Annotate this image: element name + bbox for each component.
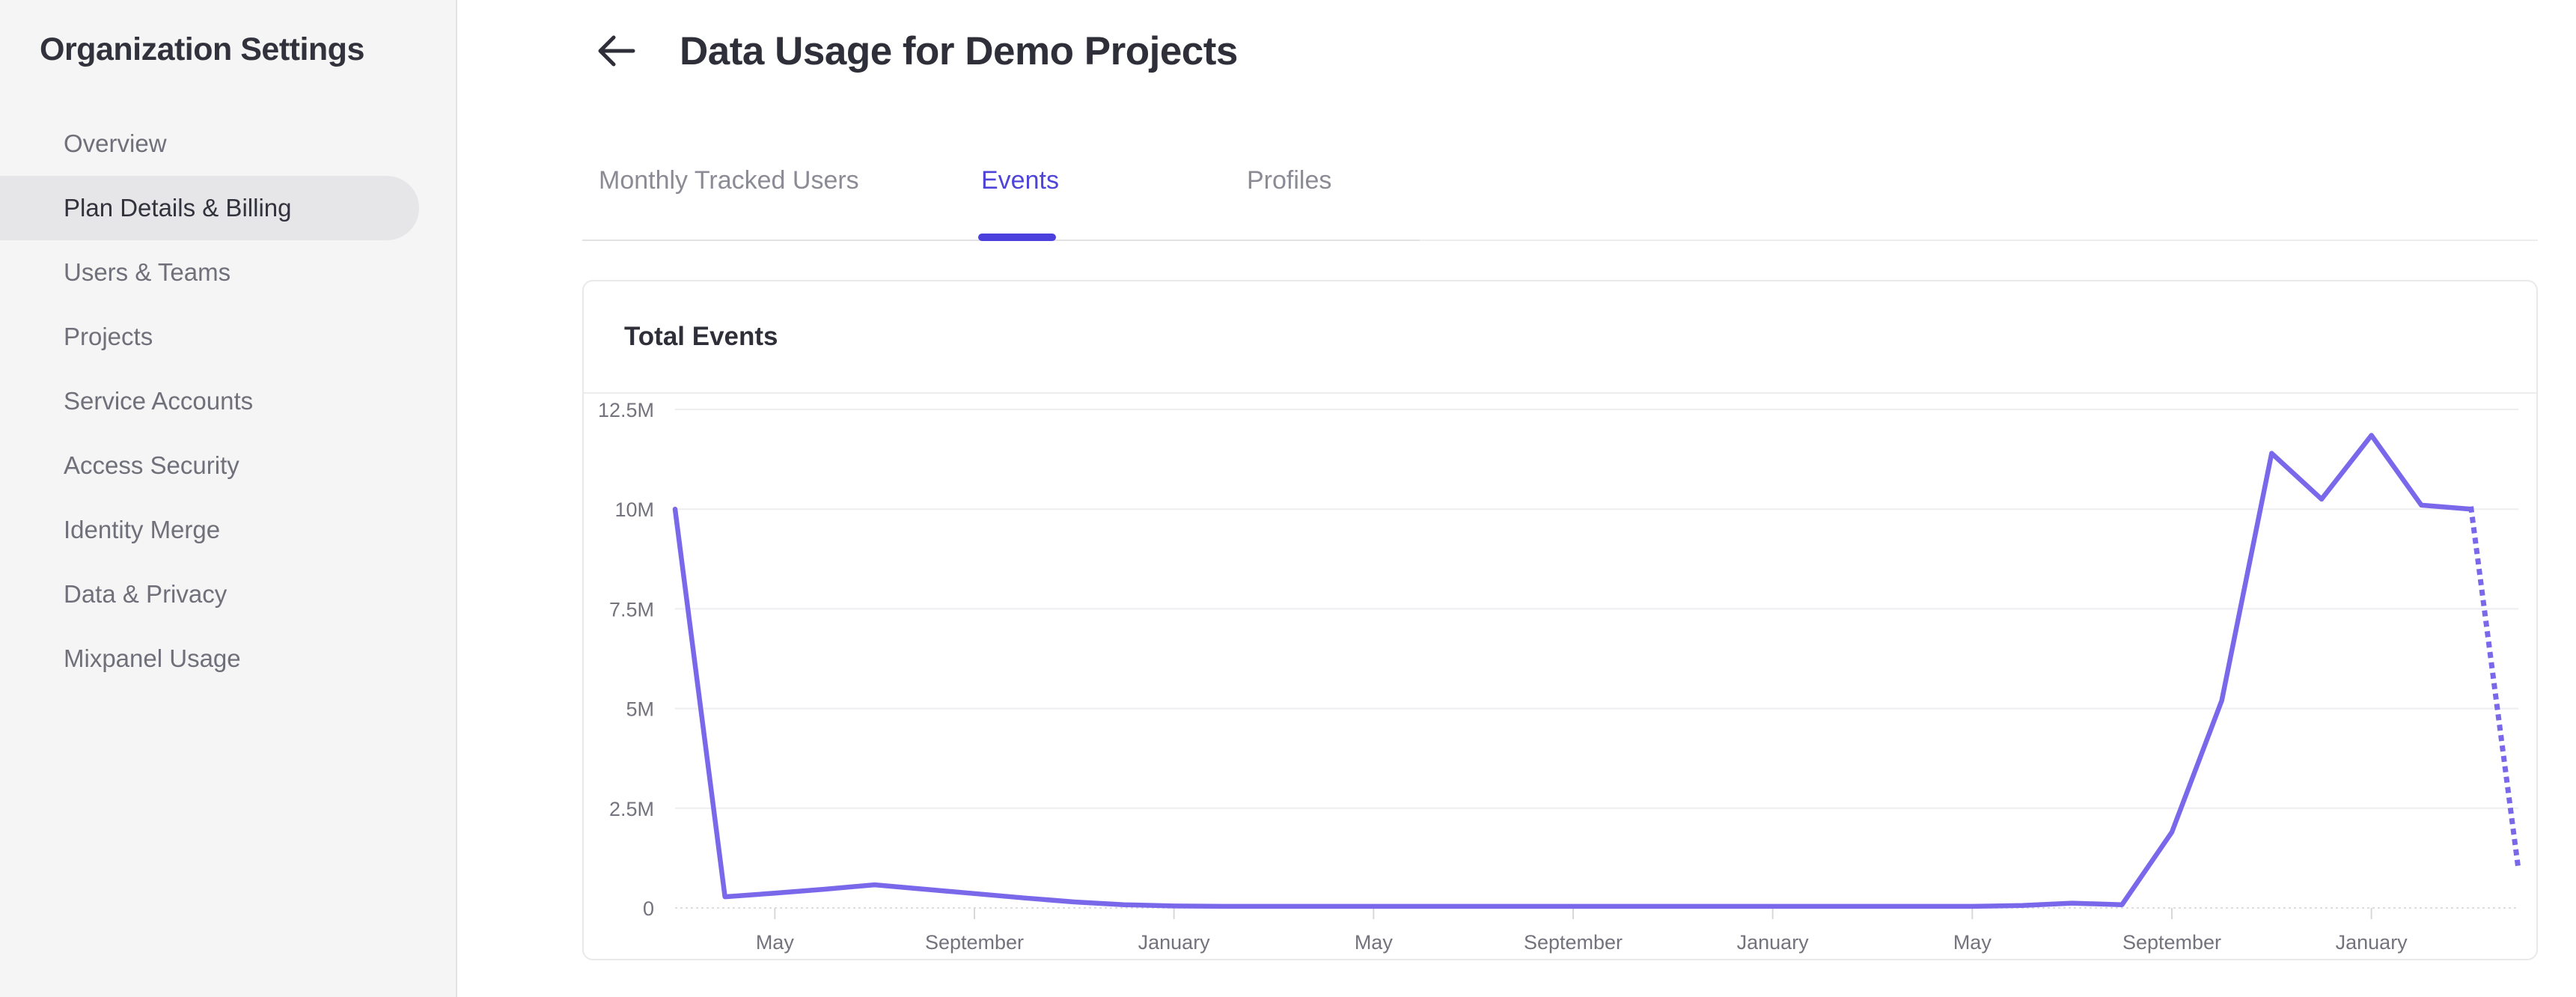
x-axis-label: September bbox=[1524, 931, 1623, 954]
sidebar-item-service-accounts[interactable]: Service Accounts bbox=[64, 387, 254, 415]
x-axis-label: January bbox=[1138, 931, 1211, 954]
tab-profiles[interactable]: Profiles bbox=[1247, 166, 1332, 195]
left-arrow-icon bbox=[594, 32, 638, 73]
sidebar: Organization Settings Overview Plan Detai… bbox=[0, 0, 457, 997]
tab-monthly-tracked-users[interactable]: Monthly Tracked Users bbox=[599, 166, 859, 195]
card-header: Total Events bbox=[584, 281, 2536, 394]
card-title: Total Events bbox=[624, 322, 778, 351]
x-axis-label: January bbox=[1737, 931, 1810, 954]
sidebar-item-users-teams[interactable]: Users & Teams bbox=[64, 258, 231, 286]
page-title: Data Usage for Demo Projects bbox=[680, 29, 1238, 73]
y-axis-label: 10M bbox=[614, 498, 654, 521]
tabs-divider bbox=[582, 240, 2538, 241]
sidebar-item-projects[interactable]: Projects bbox=[64, 323, 153, 350]
y-axis-label: 5M bbox=[626, 698, 654, 721]
total-events-card: Total Events 0 2.5M 5M 7.5M 10M 12.5M May Septe… bbox=[582, 280, 2538, 960]
total-events-chart: 0 2.5M 5M 7.5M 10M 12.5M May September January Ma… bbox=[584, 394, 2536, 959]
back-button[interactable] bbox=[593, 31, 638, 73]
y-axis-label: 2.5M bbox=[609, 798, 654, 820]
series-line-solid bbox=[672, 433, 2474, 909]
x-axis-label: September bbox=[925, 931, 1024, 954]
sidebar-title: Organization Settings bbox=[40, 31, 364, 67]
x-axis-label: September bbox=[2122, 931, 2221, 954]
y-axis-label: 0 bbox=[643, 897, 654, 920]
sidebar-item-overview[interactable]: Overview bbox=[64, 129, 167, 157]
y-axis-label: 7.5M bbox=[609, 598, 654, 621]
line-chart-svg: 0 2.5M 5M 7.5M 10M 12.5M May September January Ma… bbox=[598, 399, 2521, 954]
x-axis-label: May bbox=[1355, 931, 1394, 954]
x-axis-label: January bbox=[2336, 931, 2408, 954]
sidebar-item-mixpanel-usage[interactable]: Mixpanel Usage bbox=[64, 644, 241, 672]
x-axis-label: May bbox=[756, 931, 795, 954]
active-tab-underline bbox=[978, 234, 1056, 241]
sidebar-item-plan-details-billing[interactable]: Plan Details & Billing bbox=[0, 176, 419, 240]
x-axis-label: May bbox=[1953, 931, 1992, 954]
tab-events[interactable]: Events bbox=[981, 166, 1059, 195]
sidebar-item-identity-merge[interactable]: Identity Merge bbox=[64, 516, 221, 543]
y-axis-label: 12.5M bbox=[598, 399, 654, 421]
sidebar-item-data-privacy[interactable]: Data & Privacy bbox=[64, 580, 228, 608]
series-line-projected-dotted bbox=[2468, 506, 2521, 872]
sidebar-nav: Overview Plan Details & Billing Users & Te… bbox=[0, 112, 457, 691]
sidebar-item-access-security[interactable]: Access Security bbox=[64, 451, 239, 479]
